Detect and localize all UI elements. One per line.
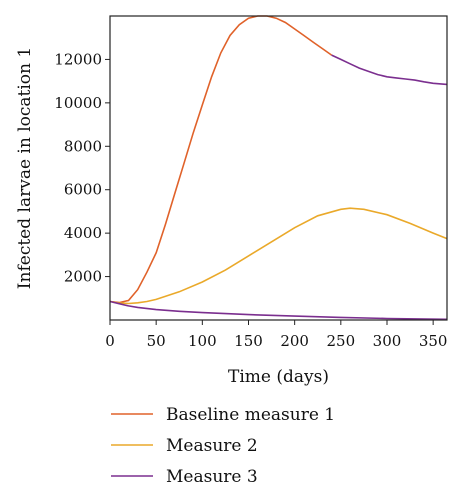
x-tick-label: 300 [373, 332, 402, 350]
series-line-1-tail [331, 54, 448, 86]
y-tick-label: 8000 [64, 137, 102, 155]
legend-label: Measure 2 [166, 436, 258, 456]
x-axis-label: Time (days) [228, 367, 329, 387]
plot-lines [109, 15, 448, 321]
y-tick-label: 6000 [64, 181, 102, 199]
y-tick-label: 2000 [64, 268, 102, 286]
x-tick-label: 100 [188, 332, 217, 350]
plot-frame [109, 15, 448, 321]
x-tick-label: 150 [234, 332, 263, 350]
y-axis-label: Infected larvae in location 1 [15, 47, 35, 289]
legend-label: Measure 3 [166, 467, 258, 487]
x-tick-label: 200 [280, 332, 309, 350]
legend: Baseline measure 1 Measure 2 Measure 3 [111, 405, 335, 487]
x-tick-label: 250 [327, 332, 356, 350]
x-tick-label: 0 [105, 332, 115, 350]
x-tick-label: 350 [419, 332, 448, 350]
y-tick-label: 10000 [54, 94, 102, 112]
series-line-3 [109, 300, 448, 321]
y-axis-ticks: 2000 4000 6000 8000 10000 12000 [54, 50, 110, 286]
y-tick-label: 4000 [64, 224, 102, 242]
x-axis-ticks: 0 50 100 150 200 250 300 350 [105, 320, 447, 350]
legend-label: Baseline measure 1 [166, 405, 335, 425]
y-tick-label: 12000 [54, 50, 102, 68]
x-tick-label: 50 [147, 332, 166, 350]
series-line-1 [109, 15, 333, 304]
series-line-2 [109, 207, 448, 305]
